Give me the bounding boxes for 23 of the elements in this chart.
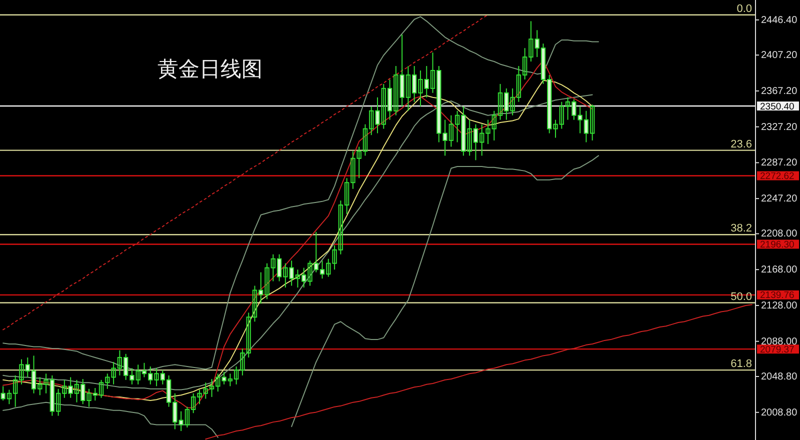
y-tick-label: 2327.20 bbox=[761, 122, 798, 133]
ref-line-label: 2079.37 bbox=[760, 344, 794, 356]
ref-line-label: 2350.40 bbox=[760, 101, 794, 112]
y-tick-label: 2208.00 bbox=[761, 228, 798, 240]
y-tick-label: 2446.40 bbox=[761, 14, 798, 26]
y-tick-label: 2128.00 bbox=[761, 300, 798, 312]
y-tick-label: 2247.20 bbox=[761, 194, 798, 205]
annotation: 38.2 bbox=[730, 222, 752, 235]
ref-line-label: 2272.62 bbox=[760, 171, 794, 182]
line-series bbox=[2, 14, 488, 330]
y-tick-label: 2287.20 bbox=[761, 158, 798, 169]
y-tick-label: 2048.80 bbox=[761, 372, 798, 382]
text: 黄金日线图 bbox=[158, 57, 262, 81]
line-series bbox=[205, 304, 752, 440]
ref-line-label: 2196.30 bbox=[760, 240, 794, 251]
y-tick-label: 2407.20 bbox=[761, 50, 798, 62]
annotation: 23.6 bbox=[730, 138, 752, 150]
annotation: 61.8 bbox=[730, 358, 752, 370]
annotation: 0.0 bbox=[736, 2, 752, 15]
y-tick-label: 2008.80 bbox=[761, 407, 798, 418]
ref-line-label: 2139.76 bbox=[760, 290, 794, 302]
y-tick-label: 2168.00 bbox=[761, 264, 798, 276]
y-tick-label: 2367.20 bbox=[761, 86, 798, 97]
